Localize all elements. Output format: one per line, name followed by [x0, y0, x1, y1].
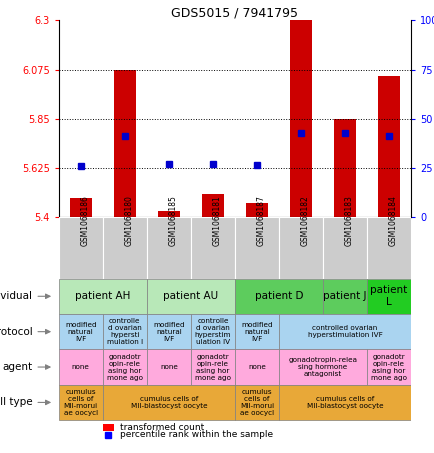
Bar — [278, 385, 410, 420]
Text: gonadotr
opin-rele
asing hor
mone ago: gonadotr opin-rele asing hor mone ago — [194, 353, 230, 381]
Bar — [191, 314, 234, 349]
Bar — [333, 119, 355, 217]
Text: cumulus cells of
MII-blastocyst oocyte: cumulus cells of MII-blastocyst oocyte — [306, 396, 382, 409]
Bar — [234, 217, 278, 279]
Bar — [114, 70, 135, 217]
Bar — [289, 20, 311, 217]
Text: GSM1068180: GSM1068180 — [125, 195, 134, 246]
Text: patient AU: patient AU — [163, 291, 218, 301]
Text: patient AH: patient AH — [75, 291, 130, 301]
Bar — [59, 314, 102, 349]
Text: modified
natural
IVF: modified natural IVF — [65, 322, 96, 342]
Bar — [278, 217, 322, 279]
Text: GSM1068182: GSM1068182 — [300, 195, 309, 246]
Text: GSM1068183: GSM1068183 — [344, 195, 353, 246]
Bar — [322, 279, 366, 314]
Text: cell type: cell type — [0, 397, 32, 407]
Bar — [102, 349, 146, 385]
Text: agent: agent — [2, 362, 32, 372]
Text: patient D: patient D — [254, 291, 302, 301]
Text: GSM1068187: GSM1068187 — [256, 195, 265, 246]
Text: individual: individual — [0, 291, 32, 301]
Text: controlle
d ovarian
hyperstim
ulation IV: controlle d ovarian hyperstim ulation IV — [194, 318, 230, 345]
Text: cumulus cells of
MII-blastocyst oocyte: cumulus cells of MII-blastocyst oocyte — [130, 396, 207, 409]
Text: cumulus
cells of
MII-morui
ae oocycl: cumulus cells of MII-morui ae oocycl — [63, 389, 98, 416]
Bar — [366, 217, 410, 279]
Bar — [146, 279, 234, 314]
Bar — [366, 279, 410, 314]
Bar — [322, 217, 366, 279]
Text: modified
natural
IVF: modified natural IVF — [153, 322, 184, 342]
Text: none: none — [247, 364, 265, 370]
Bar — [146, 217, 191, 279]
Text: modified
natural
IVF: modified natural IVF — [240, 322, 272, 342]
Bar — [245, 203, 267, 217]
Bar — [158, 211, 179, 217]
Bar — [234, 385, 278, 420]
Bar — [59, 279, 146, 314]
Bar — [201, 194, 224, 217]
Bar — [234, 314, 278, 349]
Bar — [278, 314, 410, 349]
Text: controlled ovarian
hyperstimulation IVF: controlled ovarian hyperstimulation IVF — [307, 325, 381, 338]
Text: transformed count: transformed count — [120, 424, 204, 432]
Bar — [191, 349, 234, 385]
Bar — [102, 385, 234, 420]
Bar — [102, 424, 114, 431]
Text: none: none — [160, 364, 178, 370]
Text: cumulus
cells of
MII-morui
ae oocycl: cumulus cells of MII-morui ae oocycl — [239, 389, 273, 416]
Bar — [146, 314, 191, 349]
Text: patient J: patient J — [322, 291, 366, 301]
Bar — [59, 385, 102, 420]
Bar — [191, 217, 234, 279]
Text: percentile rank within the sample: percentile rank within the sample — [120, 430, 273, 439]
Bar — [146, 349, 191, 385]
Bar — [234, 279, 322, 314]
Bar — [69, 198, 92, 217]
Text: GSM1068185: GSM1068185 — [168, 195, 178, 246]
Bar — [278, 349, 366, 385]
Text: gonadotr
opin-rele
asing hor
mone ago: gonadotr opin-rele asing hor mone ago — [106, 353, 142, 381]
Bar — [102, 217, 146, 279]
Bar — [377, 76, 399, 217]
Bar — [366, 349, 410, 385]
Bar — [102, 314, 146, 349]
Text: gonadotropin-relea
sing hormone
antagonist: gonadotropin-relea sing hormone antagoni… — [288, 357, 357, 377]
Bar — [59, 217, 102, 279]
Text: GSM1068184: GSM1068184 — [388, 195, 397, 246]
Text: GSM1068186: GSM1068186 — [81, 195, 89, 246]
Title: GDS5015 / 7941795: GDS5015 / 7941795 — [171, 6, 298, 19]
Text: patient
L: patient L — [370, 285, 407, 307]
Text: gonadotr
opin-rele
asing hor
mone ago: gonadotr opin-rele asing hor mone ago — [370, 353, 406, 381]
Bar — [234, 349, 278, 385]
Text: GSM1068181: GSM1068181 — [212, 195, 221, 246]
Text: protocol: protocol — [0, 327, 32, 337]
Text: controlle
d ovarian
hypersti
mulation I: controlle d ovarian hypersti mulation I — [106, 318, 142, 345]
Text: none: none — [72, 364, 89, 370]
Bar — [59, 349, 102, 385]
